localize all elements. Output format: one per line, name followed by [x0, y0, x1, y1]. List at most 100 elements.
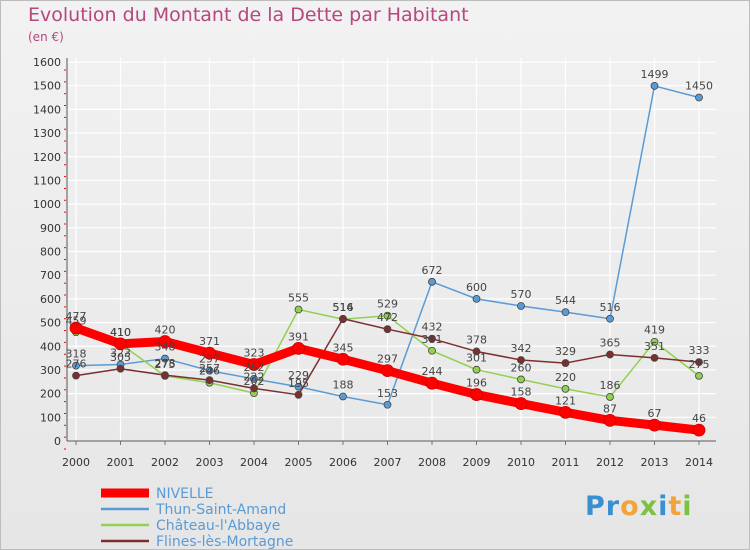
- data-point: [116, 364, 125, 373]
- data-point: [650, 337, 659, 346]
- data-label: 472: [377, 311, 398, 324]
- data-label: 260: [511, 361, 532, 374]
- data-point: [425, 376, 439, 390]
- data-point: [650, 353, 659, 362]
- x-tick-label: 2003: [196, 456, 224, 469]
- x-tick-label: 2005: [285, 456, 313, 469]
- data-point: [517, 302, 525, 310]
- data-label: 275: [689, 358, 710, 371]
- x-tick-label: 2002: [151, 456, 179, 469]
- x-tick-label: 2000: [62, 456, 90, 469]
- data-point: [428, 277, 436, 286]
- data-label: 195: [288, 377, 309, 390]
- data-point: [470, 388, 483, 401]
- data-label: 514: [333, 301, 354, 314]
- data-point: [428, 346, 436, 355]
- data-point: [472, 294, 481, 303]
- data-point: [561, 384, 570, 393]
- data-point: [603, 413, 617, 427]
- data-label: 196: [466, 377, 487, 390]
- data-label: 329: [555, 345, 576, 358]
- data-point: [69, 321, 83, 335]
- data-point: [250, 384, 258, 393]
- proxiti-logo: Proxiti: [585, 491, 693, 522]
- data-point: [383, 311, 392, 320]
- data-label: 158: [511, 386, 532, 399]
- data-point: [517, 375, 525, 384]
- y-tick-label: 0: [54, 435, 61, 448]
- data-label: 87: [603, 402, 617, 415]
- data-label: 257: [199, 362, 220, 375]
- data-label: 516: [600, 301, 621, 314]
- data-label: 410: [110, 326, 131, 339]
- x-tick-label: 2014: [685, 456, 713, 469]
- y-tick-label: 600: [40, 293, 61, 306]
- data-point: [292, 341, 305, 355]
- data-point: [161, 354, 169, 363]
- x-tick-label: 2009: [463, 456, 491, 469]
- data-point: [650, 82, 659, 90]
- data-label: 371: [199, 335, 220, 348]
- data-label: 419: [644, 324, 665, 337]
- data-label: 420: [155, 324, 176, 337]
- data-point: [428, 334, 436, 343]
- data-point: [383, 325, 392, 334]
- y-tick-label: 1400: [33, 103, 61, 116]
- data-label: 672: [422, 264, 443, 277]
- data-point: [695, 358, 703, 367]
- data-label: 278: [155, 357, 176, 370]
- data-point: [648, 418, 661, 432]
- y-tick-label: 1300: [33, 127, 61, 140]
- data-label: 153: [377, 387, 398, 400]
- data-point: [161, 371, 169, 380]
- y-tick-label: 1500: [33, 80, 61, 93]
- data-label: 516: [333, 301, 354, 314]
- data-label: 67: [648, 407, 662, 420]
- data-label: 544: [555, 294, 576, 307]
- data-point: [561, 359, 570, 367]
- data-label: 121: [555, 394, 576, 407]
- data-label: 297: [199, 353, 220, 366]
- x-tick-label: 2013: [641, 456, 669, 469]
- data-point: [158, 335, 172, 348]
- data-label: 323: [110, 346, 131, 359]
- data-point: [695, 371, 703, 380]
- legend-label: Flines-lès-Mortagne: [156, 534, 293, 550]
- data-label: 351: [644, 340, 665, 353]
- data-label: 477: [66, 310, 87, 323]
- data-point: [339, 392, 347, 401]
- data-point: [294, 390, 303, 399]
- y-tick-label: 300: [40, 364, 61, 377]
- x-tick-label: 2008: [418, 456, 446, 469]
- data-label: 323: [244, 346, 265, 359]
- data-label: 570: [511, 288, 532, 301]
- data-point: [561, 308, 570, 317]
- data-label: 222: [244, 370, 265, 383]
- data-label: 365: [600, 337, 621, 350]
- data-label: 529: [377, 298, 398, 311]
- data-point: [514, 397, 528, 410]
- data-label: 229: [288, 369, 309, 382]
- data-label: 297: [377, 353, 398, 366]
- data-point: [606, 350, 614, 359]
- data-point: [339, 314, 347, 323]
- data-label: 381: [422, 333, 443, 346]
- data-label: 410: [110, 326, 131, 339]
- data-point: [294, 305, 303, 314]
- y-tick-label: 700: [40, 269, 61, 282]
- data-label: 186: [600, 379, 621, 392]
- data-point: [250, 375, 258, 383]
- data-label: 262: [244, 361, 265, 374]
- data-label: 301: [466, 352, 487, 365]
- data-label: 345: [333, 341, 354, 354]
- y-tick-label: 500: [40, 317, 61, 330]
- data-point: [606, 314, 614, 323]
- data-point: [695, 93, 703, 102]
- data-label: 305: [110, 351, 131, 364]
- y-tick-label: 800: [40, 246, 61, 259]
- y-tick-label: 1000: [33, 198, 61, 211]
- x-tick-label: 2010: [507, 456, 535, 469]
- data-point: [692, 423, 706, 437]
- data-point: [336, 352, 350, 366]
